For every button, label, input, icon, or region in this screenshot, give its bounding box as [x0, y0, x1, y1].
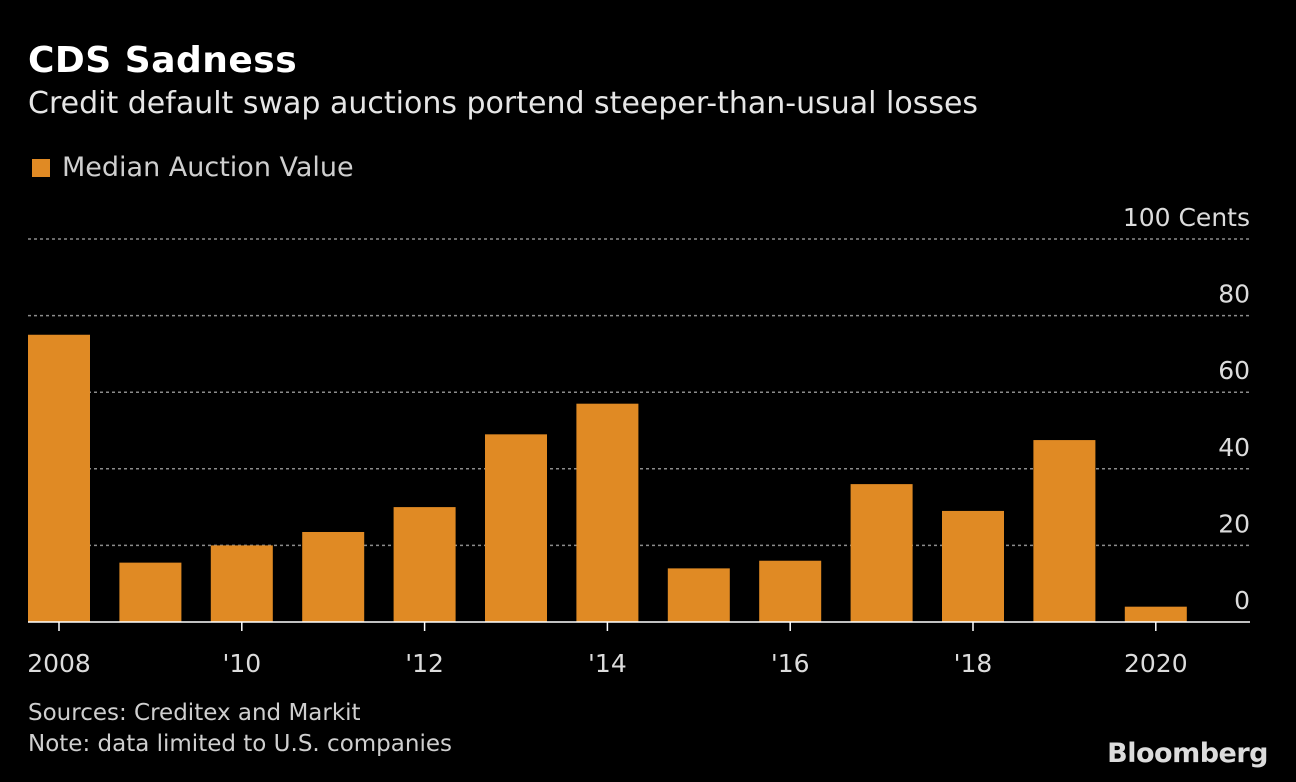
y-tick-label-0: 0: [1234, 586, 1250, 615]
bar-2019: [1033, 440, 1096, 622]
y-tick-label-60: 60: [1218, 356, 1250, 385]
source-note: Sources: Creditex and Markit: [28, 700, 361, 726]
y-tick-label-40: 40: [1218, 433, 1250, 462]
x-tick-label-2010: '10: [222, 649, 261, 678]
bar-2010: [210, 545, 273, 622]
bloomberg-logo: Bloomberg: [1107, 738, 1268, 769]
x-tick-label-2016: '16: [771, 649, 810, 678]
x-tick-label-2008: 2008: [27, 649, 91, 678]
x-tick-label-2020: 2020: [1124, 649, 1188, 678]
x-tick-label-2012: '12: [405, 649, 444, 678]
bar-2018: [942, 510, 1004, 622]
bar-2014: [576, 403, 639, 622]
bar-2013: [485, 434, 547, 622]
x-tick-label-2014: '14: [588, 649, 627, 678]
bar-2016: [759, 560, 822, 622]
bar-2017: [850, 484, 913, 622]
data-note: Note: data limited to U.S. companies: [28, 731, 452, 757]
bar-2011: [302, 531, 365, 622]
legend: Median Auction Value: [32, 152, 354, 183]
y-tick-label-20: 20: [1218, 509, 1250, 538]
bar-2009: [119, 562, 182, 622]
legend-swatch: [32, 158, 50, 177]
bar-layer: [28, 334, 1187, 622]
legend-label: Median Auction Value: [62, 152, 354, 183]
chart-plot: 0 20 40 60 80 100 Cents 2008 '10 '12 '14 '16 '18 202…: [27, 203, 1250, 678]
chart-title: CDS Sadness: [28, 40, 298, 81]
bar-2012: [393, 507, 456, 622]
y-tick-label-100: 100 Cents: [1123, 203, 1250, 232]
chart-subtitle: Credit default swap auctions portend ste…: [28, 86, 979, 121]
bar-2015: [667, 568, 730, 622]
axis-layer: 0 20 40 60 80 100 Cents 2008 '10 '12 '14 '16 '18 202…: [27, 203, 1250, 678]
bar-2008: [28, 334, 90, 622]
x-tick-label-2018: '18: [954, 649, 993, 678]
bar-2020: [1124, 606, 1187, 622]
y-tick-label-80: 80: [1218, 280, 1250, 309]
